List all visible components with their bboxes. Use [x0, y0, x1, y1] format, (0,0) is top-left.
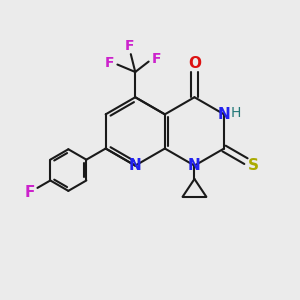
Text: N: N	[129, 158, 142, 173]
Text: S: S	[248, 158, 259, 173]
Text: F: F	[25, 184, 35, 200]
Text: F: F	[104, 56, 114, 70]
Text: F: F	[152, 52, 162, 66]
Text: O: O	[188, 56, 201, 71]
Text: F: F	[124, 39, 134, 53]
Text: N: N	[188, 158, 201, 173]
Text: N: N	[218, 107, 230, 122]
Text: H: H	[230, 106, 241, 120]
